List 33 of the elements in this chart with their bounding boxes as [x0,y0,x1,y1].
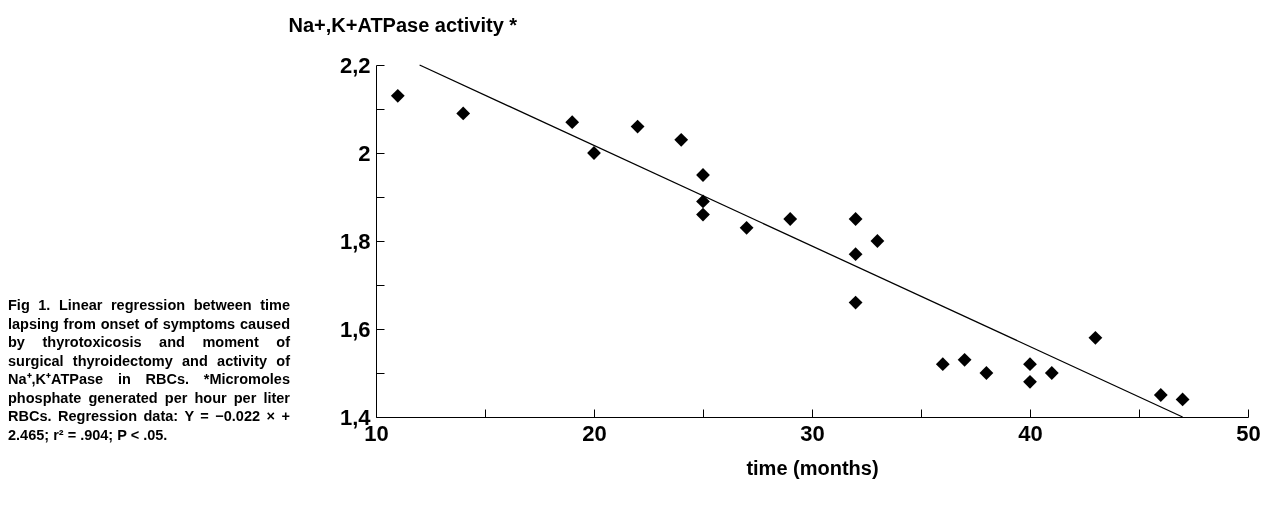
point [739,220,754,235]
point [1023,357,1037,372]
point [870,234,885,248]
x-axis-title: time (months) [746,456,879,479]
point [674,132,689,147]
y-tick-label: 1,6 [339,316,371,342]
point [935,357,950,372]
point [565,115,580,130]
y-tick-label: 1,8 [339,228,371,254]
point [1023,374,1037,389]
x-tick-label: 30 [800,420,825,446]
point [390,88,405,103]
x-tick-label: 50 [1236,420,1261,446]
point [630,119,645,134]
point [1153,388,1168,402]
y-tick-label: 2 [358,140,371,166]
point [696,194,710,209]
point [848,295,863,310]
x-tick-label: 40 [1018,420,1043,446]
x-tick-label: 20 [582,420,607,446]
y-axis-title: Na+,K+ATPase activity * [288,13,518,36]
point [848,247,863,262]
point [456,106,471,121]
y-tick-label: 2,2 [339,52,371,78]
point [1088,330,1103,345]
point [783,212,798,226]
point [848,212,863,226]
caption: Fig 1. Linear regression between time lapsing from onset of symptoms caused by thyrotoxicosis and moment of surgical thyroidectomy and activity of Na⁺,K⁺ATPase in RBCs. *Micromoles phosphate generated per hour per liter RBCs. Regression data: Y = −0.022 × + 2.465; r² = .904; P < .05. [8,296,290,444]
point [696,207,710,222]
point [979,366,994,380]
point [1175,392,1190,407]
point [957,352,972,367]
point [1044,366,1059,380]
